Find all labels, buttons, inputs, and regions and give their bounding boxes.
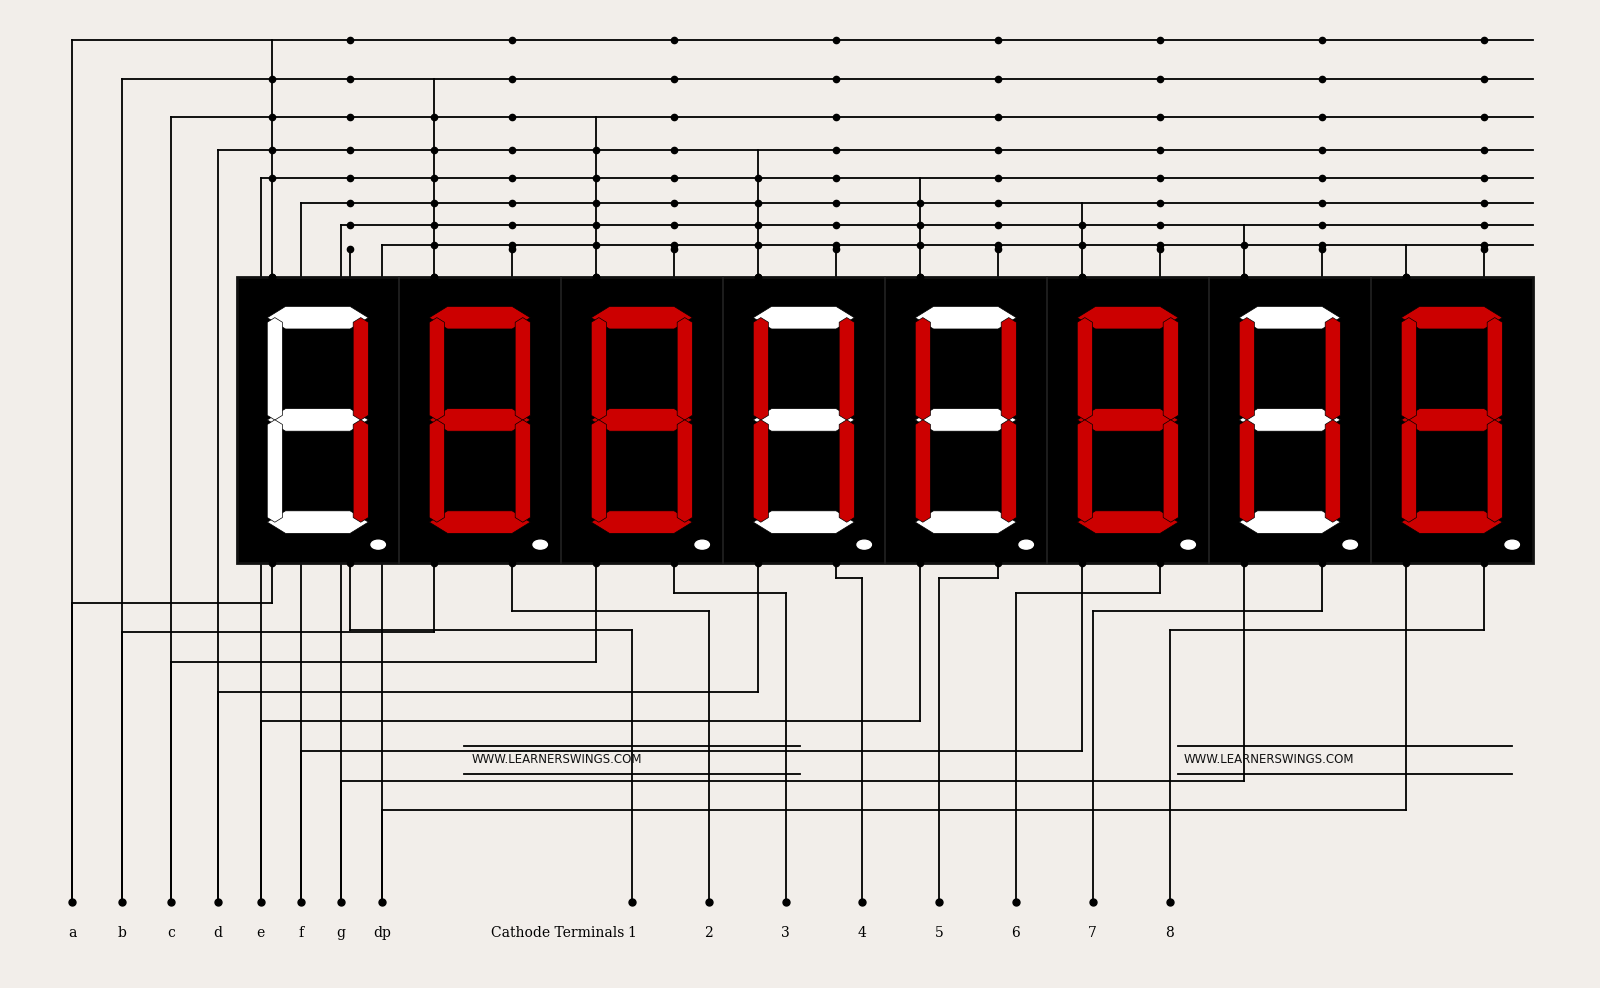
Polygon shape: [1163, 420, 1178, 523]
Polygon shape: [1240, 317, 1254, 420]
Polygon shape: [1402, 317, 1416, 420]
Polygon shape: [1402, 420, 1416, 523]
Circle shape: [1019, 540, 1034, 549]
Text: 4: 4: [858, 926, 867, 940]
Polygon shape: [354, 317, 368, 420]
Polygon shape: [1002, 317, 1016, 420]
Polygon shape: [354, 420, 368, 523]
Polygon shape: [1402, 409, 1502, 431]
Polygon shape: [1077, 409, 1178, 431]
Circle shape: [694, 540, 709, 549]
Polygon shape: [429, 409, 530, 431]
Polygon shape: [429, 511, 530, 534]
Polygon shape: [915, 317, 931, 420]
Polygon shape: [515, 317, 530, 420]
Text: Cathode Terminals: Cathode Terminals: [491, 926, 624, 940]
Polygon shape: [754, 420, 768, 523]
Polygon shape: [915, 306, 1016, 329]
Polygon shape: [1240, 306, 1341, 329]
Polygon shape: [592, 511, 693, 534]
Polygon shape: [1077, 511, 1178, 534]
Polygon shape: [1163, 317, 1178, 420]
Polygon shape: [429, 317, 445, 420]
Text: d: d: [213, 926, 222, 940]
Text: dp: dp: [373, 926, 392, 940]
Polygon shape: [1077, 306, 1178, 329]
Text: 2: 2: [704, 926, 714, 940]
Polygon shape: [1402, 511, 1502, 534]
Text: g: g: [336, 926, 346, 940]
Polygon shape: [1325, 420, 1341, 523]
Polygon shape: [267, 409, 368, 431]
Polygon shape: [1002, 420, 1016, 523]
Circle shape: [371, 540, 386, 549]
Bar: [237, 277, 1533, 563]
Polygon shape: [429, 306, 530, 329]
Polygon shape: [592, 409, 693, 431]
Circle shape: [1342, 540, 1357, 549]
Polygon shape: [838, 420, 854, 523]
Polygon shape: [1402, 306, 1502, 329]
Text: 7: 7: [1088, 926, 1098, 940]
Polygon shape: [267, 511, 368, 534]
Text: 8: 8: [1165, 926, 1174, 940]
Text: a: a: [67, 926, 77, 940]
Polygon shape: [1486, 317, 1502, 420]
Polygon shape: [515, 420, 530, 523]
Polygon shape: [677, 420, 693, 523]
Polygon shape: [1240, 409, 1341, 431]
Polygon shape: [592, 317, 606, 420]
Polygon shape: [267, 420, 283, 523]
Circle shape: [858, 540, 872, 549]
Polygon shape: [267, 306, 368, 329]
Polygon shape: [677, 317, 693, 420]
Text: WWW.LEARNERSWINGS.COM: WWW.LEARNERSWINGS.COM: [472, 753, 643, 766]
Polygon shape: [1077, 317, 1093, 420]
Text: 1: 1: [627, 926, 637, 940]
Text: c: c: [168, 926, 174, 940]
Polygon shape: [1240, 420, 1254, 523]
Text: b: b: [117, 926, 126, 940]
Polygon shape: [592, 306, 693, 329]
Text: e: e: [256, 926, 266, 940]
Polygon shape: [429, 420, 445, 523]
Polygon shape: [754, 317, 768, 420]
Polygon shape: [592, 420, 606, 523]
Polygon shape: [754, 306, 854, 329]
Polygon shape: [1240, 511, 1341, 534]
Polygon shape: [1325, 317, 1341, 420]
Text: 3: 3: [781, 926, 790, 940]
Circle shape: [1181, 540, 1195, 549]
Polygon shape: [915, 409, 1016, 431]
Circle shape: [1506, 540, 1520, 549]
Polygon shape: [754, 409, 854, 431]
Text: f: f: [298, 926, 304, 940]
Polygon shape: [1486, 420, 1502, 523]
Polygon shape: [754, 511, 854, 534]
Text: 5: 5: [934, 926, 944, 940]
Circle shape: [533, 540, 547, 549]
Polygon shape: [838, 317, 854, 420]
Text: 6: 6: [1011, 926, 1021, 940]
Polygon shape: [1077, 420, 1093, 523]
Text: WWW.LEARNERSWINGS.COM: WWW.LEARNERSWINGS.COM: [1184, 753, 1355, 766]
Polygon shape: [267, 317, 283, 420]
Polygon shape: [915, 420, 931, 523]
Polygon shape: [915, 511, 1016, 534]
